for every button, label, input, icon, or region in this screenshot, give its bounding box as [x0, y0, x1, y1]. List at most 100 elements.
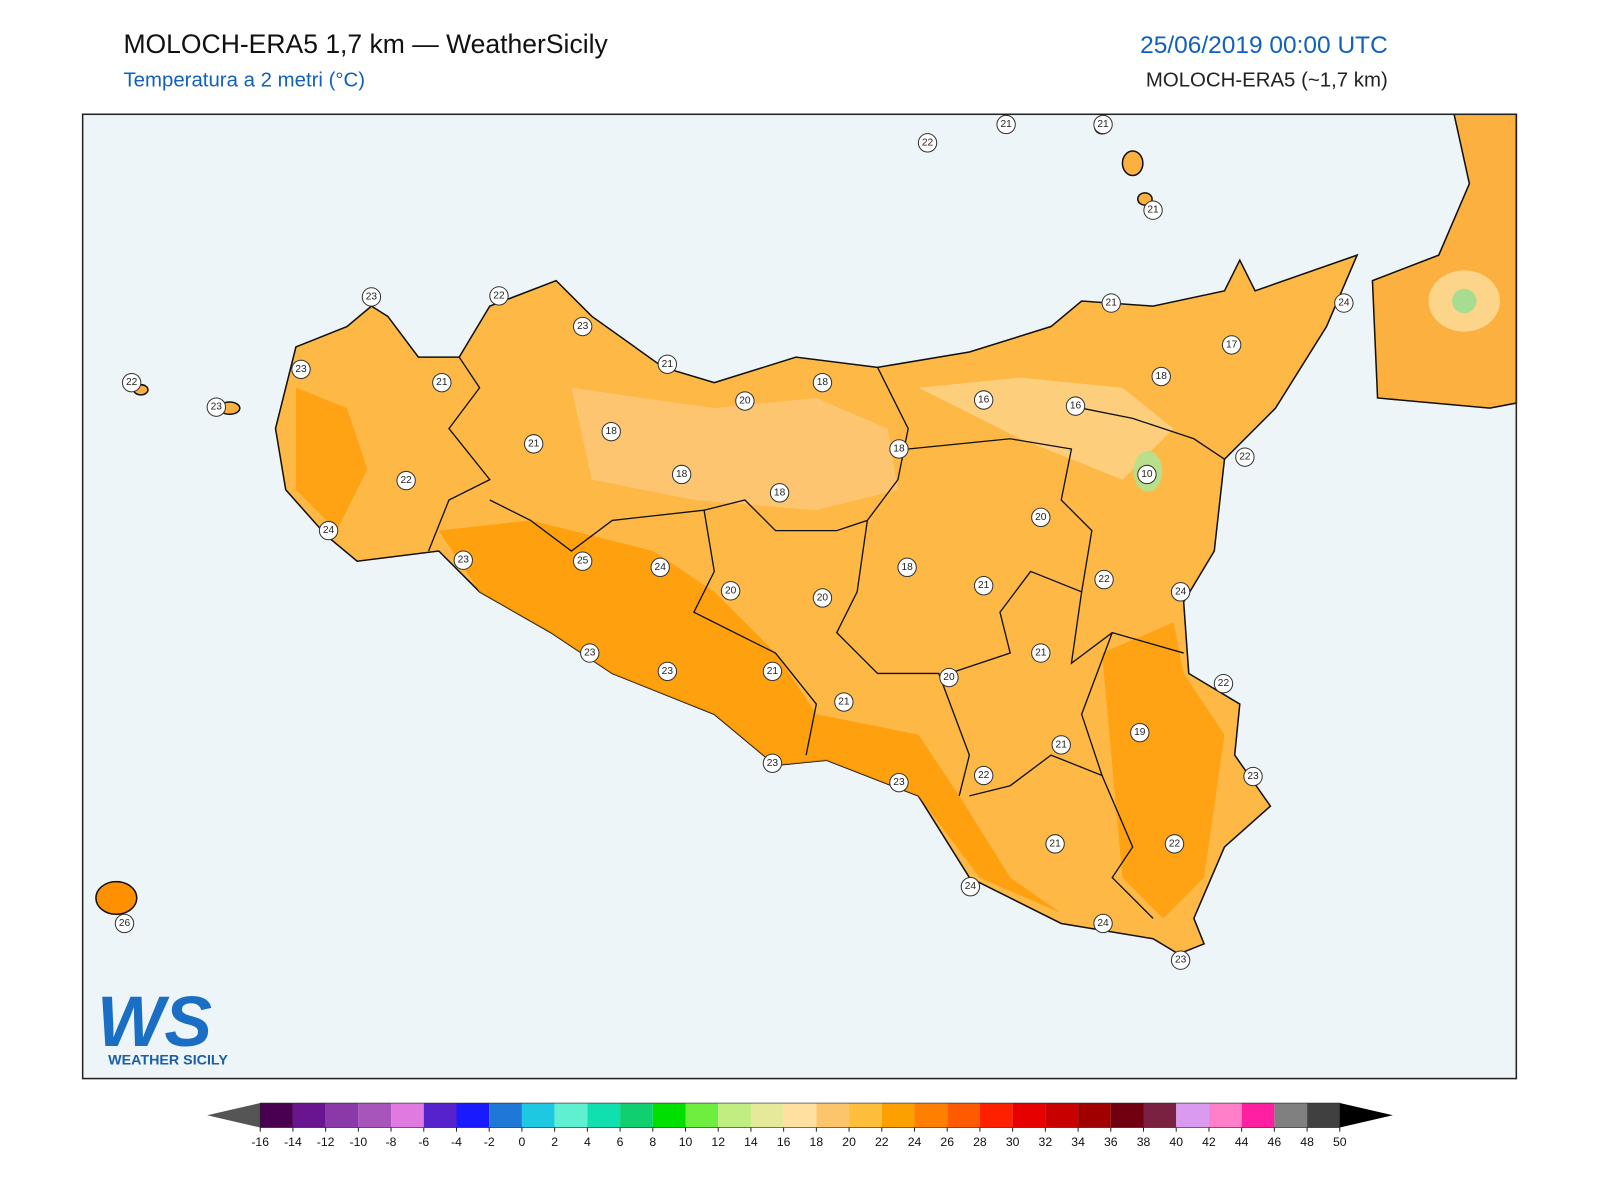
station-value: 24 — [965, 881, 977, 892]
station-value: 20 — [739, 396, 751, 407]
station-value: 21 — [978, 580, 990, 591]
station-marker — [1130, 722, 1150, 743]
station: 23 — [1170, 950, 1191, 970]
colorbar-tick-label: 8 — [649, 1135, 656, 1149]
colorbar-tick-label: 18 — [810, 1135, 824, 1149]
station-value: 20 — [817, 592, 829, 603]
colorbar-bin — [1012, 1103, 1046, 1128]
station: 24 — [1334, 293, 1354, 313]
subtitle: Temperatura a 2 metri (°C) — [123, 70, 365, 92]
station-marker — [897, 557, 917, 578]
station-value: 22 — [400, 475, 412, 486]
station-marker — [812, 372, 833, 393]
colorbar-over — [1339, 1103, 1393, 1128]
colorbar-tick-label: -6 — [418, 1135, 429, 1149]
station: 23 — [1243, 766, 1263, 787]
station-value: 21 — [1097, 119, 1109, 130]
station-value: 21 — [436, 377, 448, 388]
station-value: 21 — [1000, 119, 1012, 130]
station: 22 — [1094, 569, 1114, 590]
station: 24 — [318, 520, 339, 541]
station: 20 — [939, 667, 959, 688]
station: 18 — [601, 421, 621, 442]
colorbar-bin — [1143, 1103, 1177, 1128]
colorbar-bin — [423, 1103, 457, 1128]
station-marker — [318, 520, 339, 541]
title: MOLOCH-ERA5 1,7 km — WeatherSicily — [123, 29, 608, 59]
colorbar-tick-label: 26 — [940, 1135, 954, 1149]
colorbar-bin — [1274, 1103, 1308, 1128]
station: 21 — [432, 372, 452, 393]
station: 23 — [453, 550, 473, 570]
station-value: 22 — [978, 770, 990, 781]
station-value: 23 — [767, 758, 779, 769]
station-marker — [762, 753, 783, 773]
station: 22 — [1213, 673, 1234, 694]
logo-mark: WS — [97, 982, 212, 1062]
colorbar-bin — [1176, 1103, 1209, 1128]
station-value: 16 — [1070, 401, 1082, 412]
colorbar-bin — [292, 1103, 326, 1128]
station: 21 — [762, 661, 783, 682]
colorbar-bin — [718, 1103, 751, 1128]
station-value: 24 — [1097, 918, 1109, 929]
station-marker — [489, 286, 509, 306]
station: 21 — [996, 114, 1016, 135]
station-marker — [735, 391, 755, 411]
station-marker — [361, 287, 382, 307]
station-value: 24 — [1175, 586, 1187, 597]
station: 20 — [720, 581, 741, 601]
station: 22 — [1235, 447, 1255, 467]
colorbar-bin — [783, 1103, 817, 1128]
station-marker — [1151, 366, 1171, 387]
station-marker — [1031, 507, 1051, 528]
station: 24 — [650, 557, 670, 578]
station: 21 — [523, 434, 544, 454]
station: 23 — [206, 397, 227, 417]
station: 18 — [769, 483, 790, 503]
colorbar-bin — [456, 1103, 490, 1128]
colorbar-tick-label: 32 — [1039, 1135, 1053, 1149]
colorbar-bin — [620, 1103, 653, 1128]
colorbar-tick-label: -16 — [251, 1135, 269, 1149]
station: 20 — [812, 588, 833, 608]
station-value: 17 — [1226, 339, 1238, 350]
colorbar-tick-label: 28 — [973, 1135, 987, 1149]
station: 21 — [657, 354, 678, 374]
colorbar-tick-label: 6 — [617, 1135, 624, 1149]
station-marker — [671, 464, 692, 485]
station-marker — [939, 667, 959, 688]
colorbar-under — [207, 1103, 261, 1128]
station-value: 20 — [725, 585, 737, 596]
colorbar-bin — [881, 1103, 915, 1128]
colorbar-tick-label: 0 — [519, 1135, 526, 1149]
logo: WS WEATHER SICILY — [97, 982, 228, 1068]
station-value: 10 — [1141, 469, 1153, 480]
station-marker — [1213, 673, 1234, 694]
logo-text: WEATHER SICILY — [108, 1052, 228, 1068]
station-marker — [1243, 766, 1263, 787]
colorbar-bin — [816, 1103, 850, 1128]
colorbar-tick-label: 22 — [875, 1135, 889, 1149]
station-marker — [1031, 643, 1051, 663]
colorbar-bin — [685, 1103, 719, 1128]
station: 24 — [1170, 582, 1191, 602]
station-marker — [960, 877, 981, 897]
station-value: 22 — [922, 137, 934, 148]
station: 23 — [762, 753, 783, 773]
station: 19 — [1130, 722, 1150, 743]
station-marker — [917, 133, 938, 153]
colorbar-tick-label: 10 — [679, 1135, 693, 1149]
station-value: 22 — [493, 290, 505, 301]
station: 21 — [1093, 114, 1113, 135]
station-value: 23 — [584, 648, 596, 659]
station-value: 23 — [211, 402, 223, 413]
station: 16 — [1065, 396, 1086, 416]
station-marker — [114, 913, 135, 934]
station-marker — [996, 114, 1016, 135]
station-marker — [1235, 447, 1255, 467]
station-marker — [1093, 913, 1113, 934]
station-marker — [523, 434, 544, 454]
